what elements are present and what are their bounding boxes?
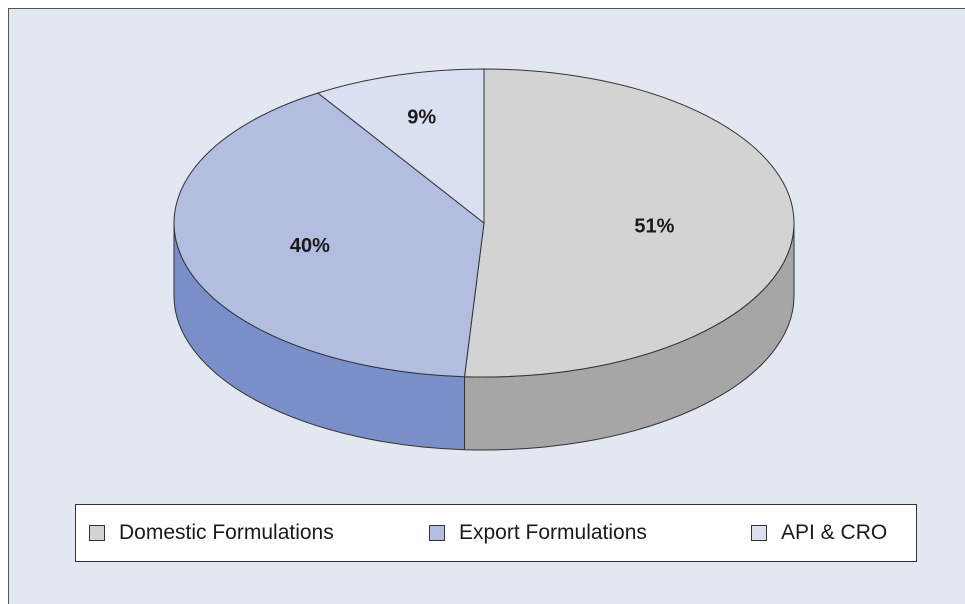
- legend-item-api-cro: API & CRO: [751, 505, 887, 561]
- data-label-domestic-formulations: 51%: [634, 216, 674, 238]
- data-label-api-cro: 9%: [407, 107, 436, 129]
- data-label-export-formulations: 40%: [290, 235, 330, 257]
- chart-legend: Domestic Formulations Export Formulation…: [75, 504, 917, 562]
- slice-export-formulations: [173, 92, 485, 378]
- legend-swatch-export-formulations: [429, 525, 445, 541]
- slice-api-cro: [316, 68, 485, 225]
- legend-label-domestic-formulations: Domestic Formulations: [119, 521, 334, 544]
- legend-swatch-api-cro: [751, 525, 767, 541]
- legend-label-api-cro: API & CRO: [781, 521, 888, 544]
- legend-label-export-formulations: Export Formulations: [459, 521, 647, 544]
- legend-item-export-formulations: Export Formulations: [429, 505, 647, 561]
- legend-item-domestic-formulations: Domestic Formulations: [89, 505, 334, 561]
- slice-domestic-formulations: [463, 68, 795, 378]
- legend-swatch-domestic-formulations: [89, 525, 105, 541]
